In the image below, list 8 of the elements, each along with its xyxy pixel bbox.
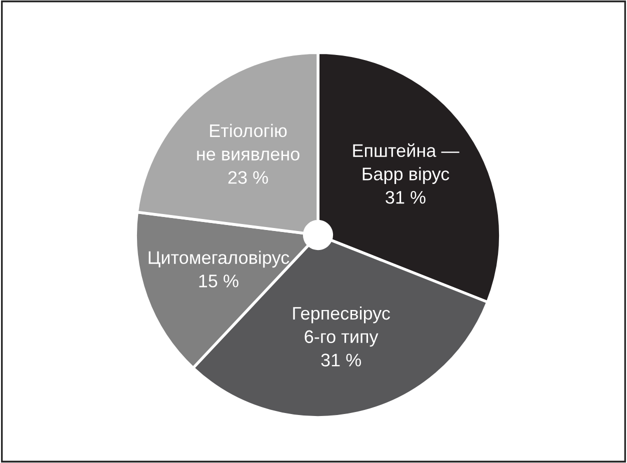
data-label: 15 %	[199, 274, 238, 288]
slice-label: Етіологію не виявлено	[197, 124, 300, 160]
data-label: 23 %	[228, 171, 268, 184]
slice-label: Цитомегаловірус	[148, 250, 290, 268]
slice-label: Герпесвірус 6-го типу	[293, 306, 390, 347]
slice-label: Епштейна — Барр вірус	[353, 143, 460, 184]
data-label: 31 %	[321, 354, 362, 366]
data-label: 31 %	[386, 190, 426, 204]
